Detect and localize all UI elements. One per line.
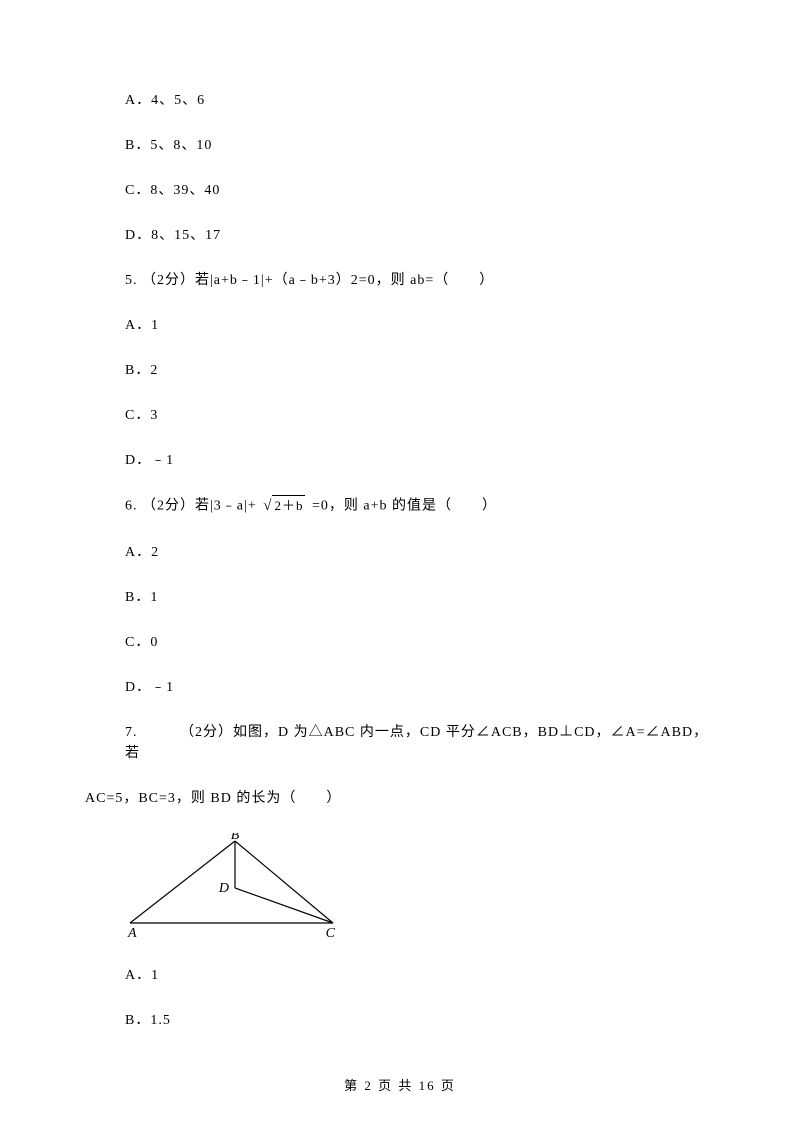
sqrt-arg: 2＋b bbox=[272, 495, 305, 516]
q6-prefix: 6. （2分）若|3﹣a|+ bbox=[125, 498, 261, 513]
q7-option-b: B．1.5 bbox=[85, 1010, 715, 1031]
q5-option-d: D．﹣1 bbox=[85, 450, 715, 471]
q4-option-b: B．5、8、10 bbox=[85, 135, 715, 156]
q6-option-a: A．2 bbox=[85, 542, 715, 563]
q4-option-c: C．8、39、40 bbox=[85, 180, 715, 201]
q7-line2: AC=5，BC=3，则 BD 的长为（ ） bbox=[85, 788, 715, 809]
q6-suffix: =0，则 a+b 的值是（ ） bbox=[307, 498, 497, 513]
q5-option-c: C．3 bbox=[85, 405, 715, 426]
sqrt-expression: √2＋b bbox=[263, 495, 305, 518]
q6-option-c: C．0 bbox=[85, 632, 715, 653]
q6-option-b: B．1 bbox=[85, 587, 715, 608]
svg-text:B: B bbox=[231, 833, 240, 843]
q7-line1: 7. （2分）如图，D 为△ABC 内一点，CD 平分∠ACB，BD⊥CD，∠A… bbox=[85, 722, 715, 764]
q7-option-a: A．1 bbox=[85, 965, 715, 986]
svg-text:D: D bbox=[218, 881, 229, 896]
q5-option-a: A．1 bbox=[85, 315, 715, 336]
q5-text: 5. （2分）若|a+b﹣1|+（a﹣b+3）2=0，则 ab=（ ） bbox=[85, 270, 715, 291]
q6-option-d: D．﹣1 bbox=[85, 677, 715, 698]
q6-text: 6. （2分）若|3﹣a|+ √2＋b =0，则 a+b 的值是（ ） bbox=[85, 495, 715, 518]
q4-option-d: D．8、15、17 bbox=[85, 225, 715, 246]
q7-figure: A B C D bbox=[125, 833, 715, 945]
q4-option-a: A．4、5、6 bbox=[85, 90, 715, 111]
triangle-diagram: A B C D bbox=[125, 833, 345, 938]
svg-text:C: C bbox=[326, 926, 336, 938]
q5-option-b: B．2 bbox=[85, 360, 715, 381]
page-footer: 第 2 页 共 16 页 bbox=[0, 1075, 800, 1094]
svg-text:A: A bbox=[127, 926, 137, 938]
